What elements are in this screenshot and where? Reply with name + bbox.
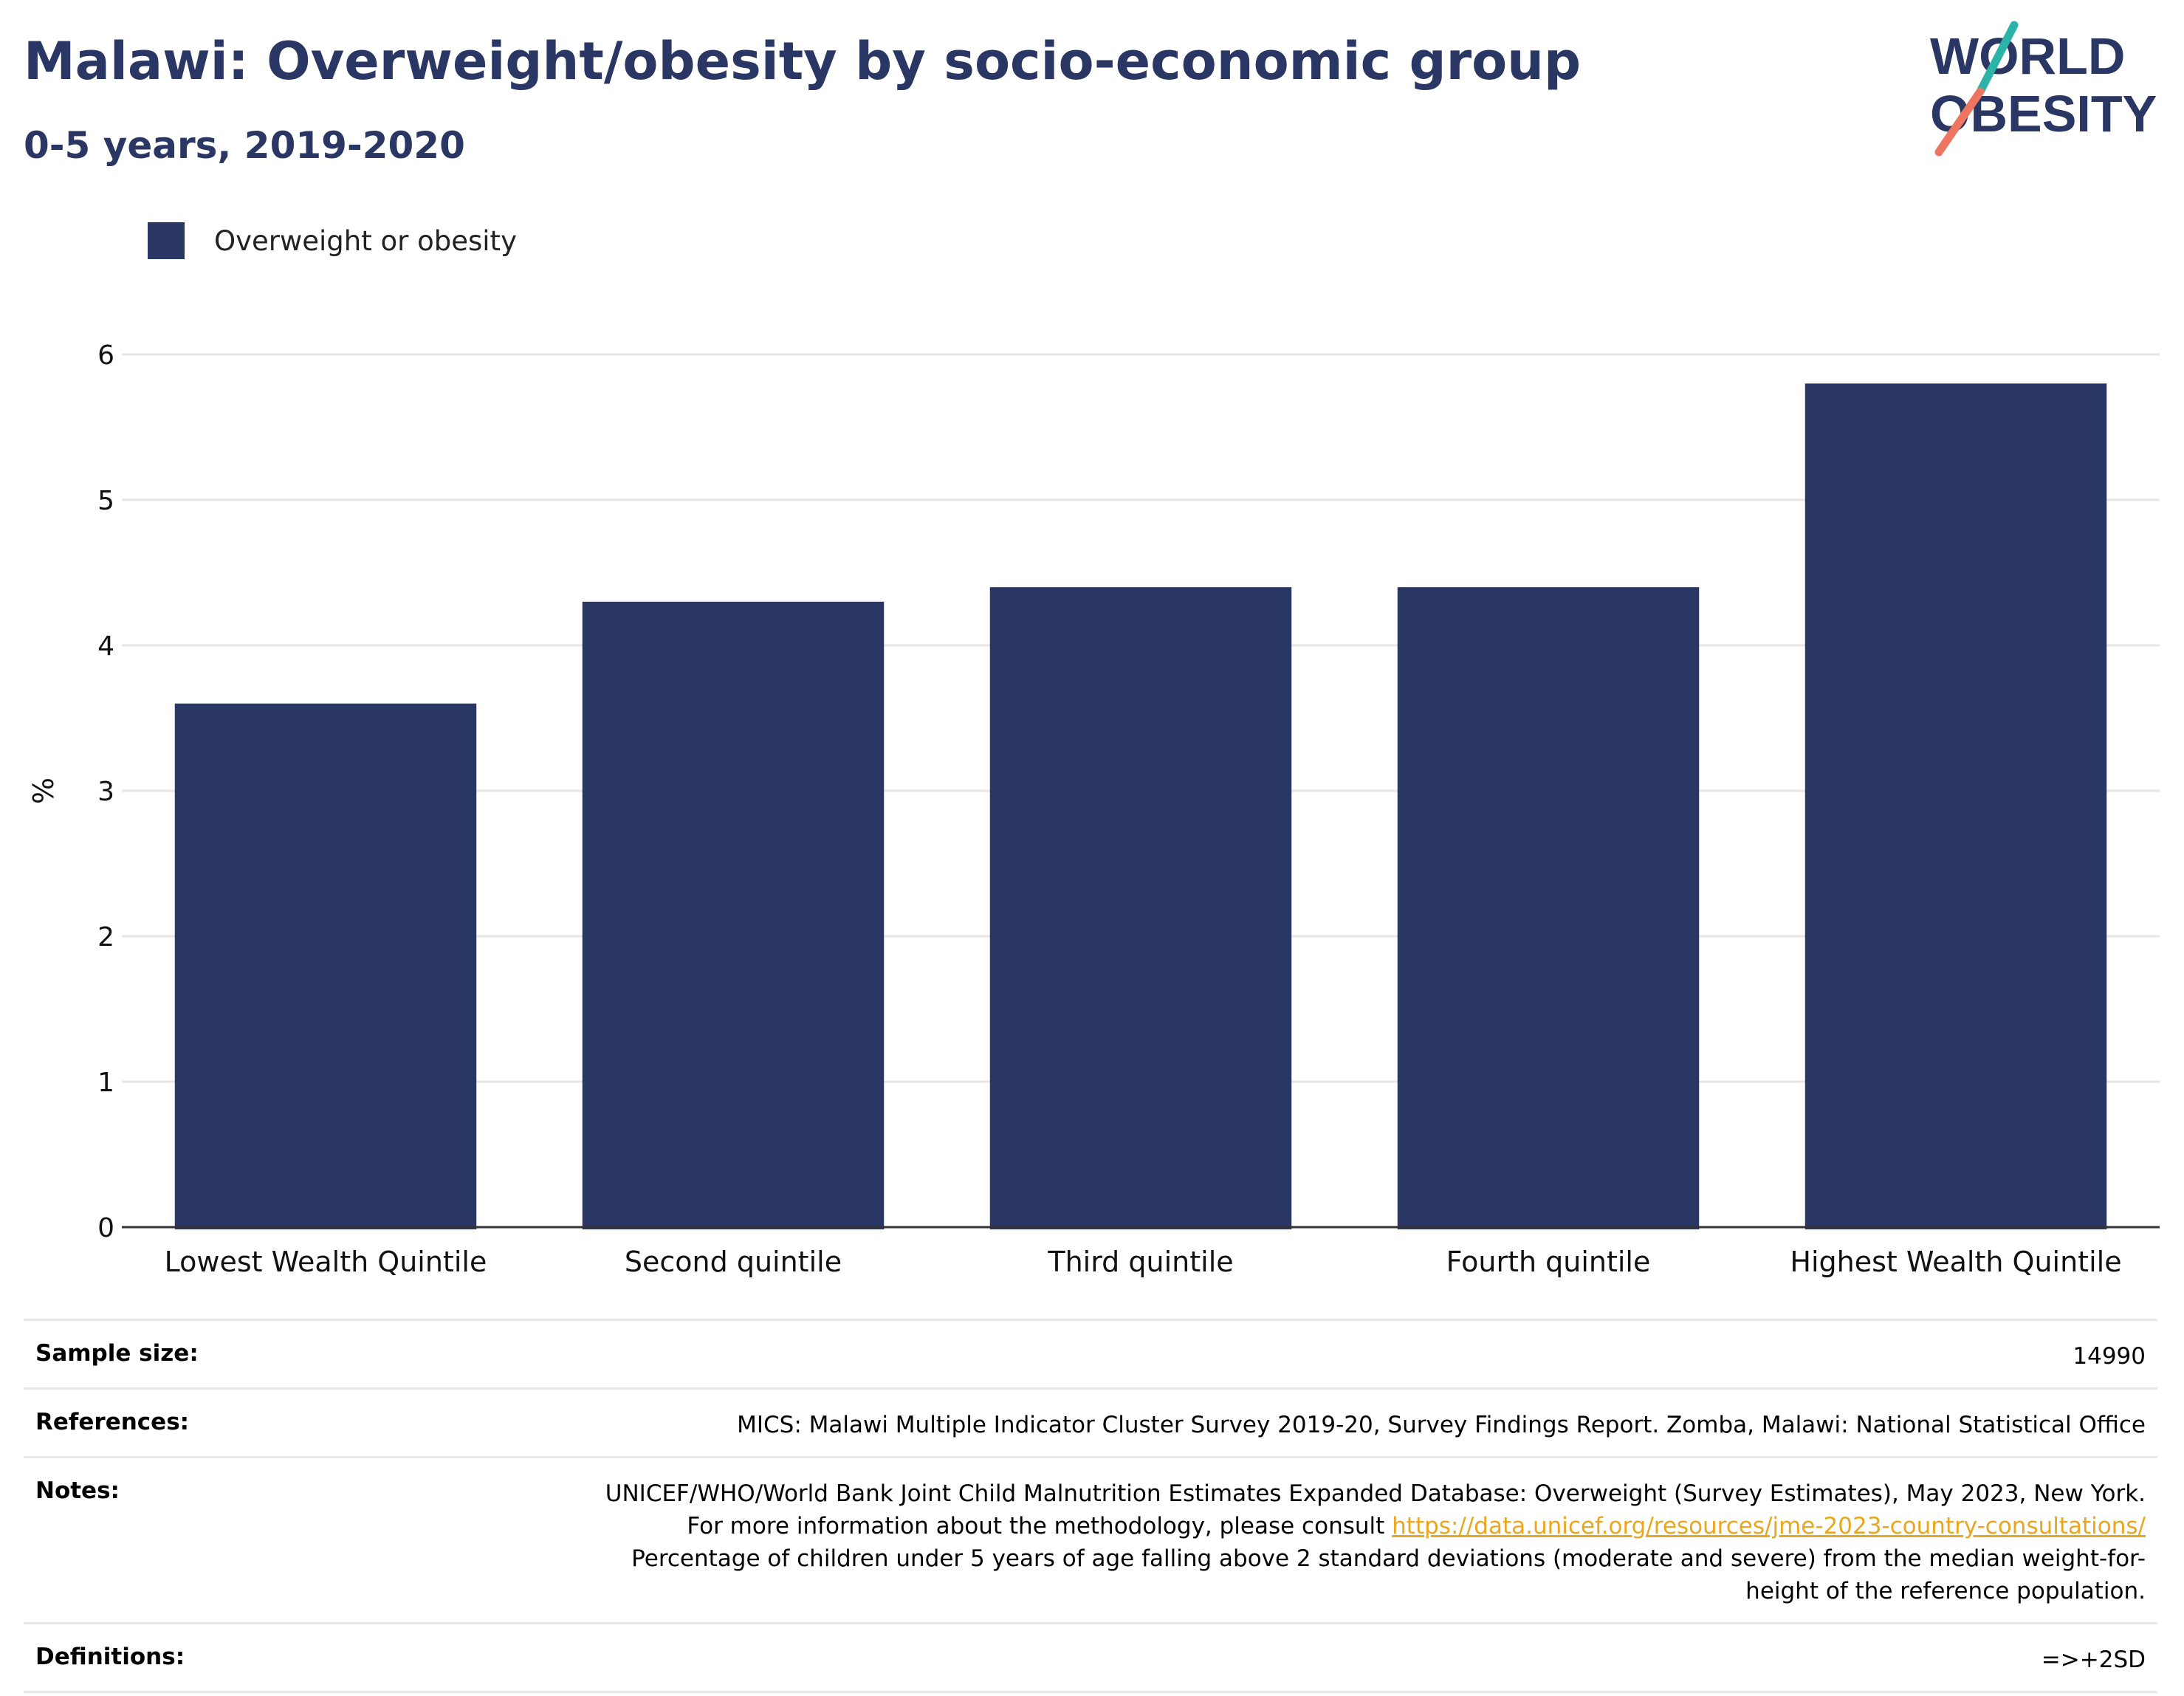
x-tick-label: Lowest Wealth Quintile — [165, 1246, 487, 1278]
references-row: References: MICS: Malawi Multiple Indica… — [24, 1387, 2157, 1456]
y-tick-label: 6 — [97, 340, 114, 371]
bars — [174, 383, 2107, 1229]
logo-line-1: WORLD — [1930, 27, 2125, 85]
y-tick-label: 5 — [97, 486, 114, 516]
bar-chart: 0 1 2 3 4 5 6 Lowest Wealth Quintile Second quin… — [27, 340, 2160, 1278]
logo-coral-stroke — [1934, 87, 1985, 157]
definitions-label: Definitions: — [35, 1644, 185, 1670]
bar[interactable] — [1397, 587, 1700, 1229]
notes-value: UNICEF/WHO/World Bank Joint Child Malnut… — [595, 1477, 2146, 1607]
bar[interactable] — [1804, 383, 2107, 1229]
definitions-row: Definitions: =>+2SD — [24, 1622, 2157, 1693]
legend[interactable]: Overweight or obesity — [148, 219, 517, 263]
chart-subtitle: 0-5 years, 2019-2020 — [24, 124, 465, 167]
chart-title: Malawi: Overweight/obesity by socio-econ… — [24, 31, 1582, 92]
world-obesity-logo: WORLD OBESITY — [1930, 21, 2157, 157]
sample-size-label: Sample size: — [35, 1340, 199, 1367]
notes-link[interactable]: https://data.unicef.org/resources/jme-20… — [1392, 1513, 2146, 1539]
y-tick-label: 4 — [97, 631, 114, 662]
bar[interactable] — [989, 587, 1292, 1229]
y-tick-label: 1 — [97, 1068, 114, 1098]
info-table: Sample size: 14990 References: MICS: Mal… — [24, 1319, 2157, 1693]
notes-row: Notes: UNICEF/WHO/World Bank Joint Child… — [24, 1456, 2157, 1622]
y-axis-label: % — [27, 777, 60, 804]
bar[interactable] — [174, 703, 477, 1229]
sample-size-row: Sample size: 14990 — [24, 1319, 2157, 1387]
y-tick-label: 3 — [97, 777, 114, 807]
sample-size-value: 14990 — [2073, 1343, 2146, 1370]
bar[interactable] — [582, 601, 885, 1229]
legend-label: Overweight or obesity — [214, 224, 517, 257]
x-tick-label: Highest Wealth Quintile — [1790, 1246, 2121, 1278]
axes: 0 1 2 3 4 5 6 Lowest Wealth Quintile Second quin… — [97, 340, 2160, 1278]
references-label: References: — [35, 1409, 190, 1435]
notes-text-1: UNICEF/WHO/World Bank Joint Child Malnut… — [605, 1480, 2146, 1539]
y-tick-label: 0 — [97, 1213, 114, 1243]
references-value: MICS: Malawi Multiple Indicator Cluster … — [737, 1412, 2146, 1438]
x-tick-label: Third quintile — [1047, 1246, 1233, 1278]
x-tick-label: Fourth quintile — [1446, 1246, 1651, 1278]
definitions-value: =>+2SD — [2041, 1647, 2146, 1673]
notes-label: Notes: — [35, 1477, 120, 1504]
y-tick-label: 2 — [97, 922, 114, 952]
logo-teal-stroke — [1976, 21, 2019, 96]
legend-swatch — [148, 222, 185, 259]
x-tick-label: Second quintile — [625, 1246, 842, 1278]
notes-text-2: Percentage of children under 5 years of … — [631, 1545, 2146, 1604]
